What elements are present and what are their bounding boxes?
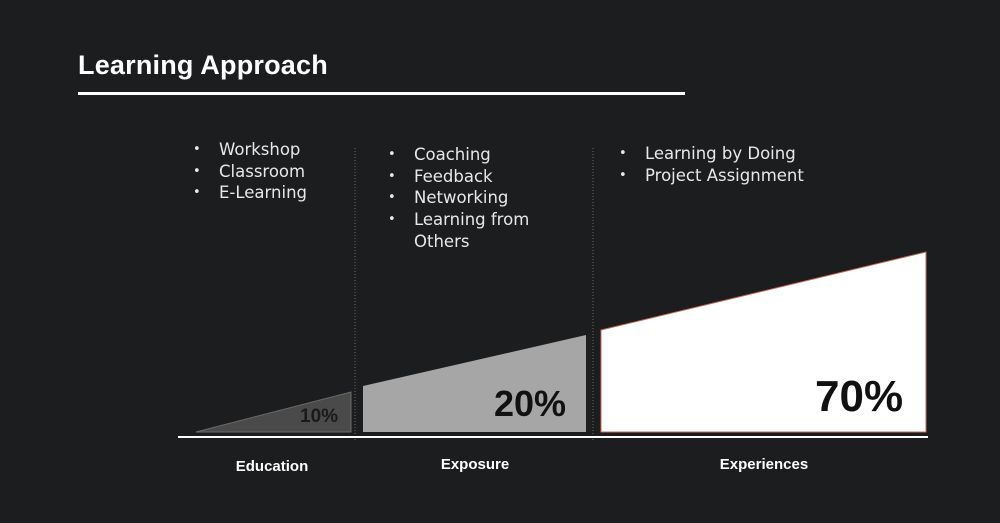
list-item: Learning from Others xyxy=(388,209,578,252)
list-item: Learning by Doing xyxy=(619,143,804,165)
list-item: Networking xyxy=(388,187,578,209)
list-item: E-Learning xyxy=(193,182,307,204)
list-item: Workshop xyxy=(193,139,307,161)
page-title: Learning Approach xyxy=(78,50,328,80)
education-percent: 10% xyxy=(300,406,339,427)
education-list: Workshop Classroom E-Learning xyxy=(193,139,307,204)
education-label: Education xyxy=(235,458,309,475)
experiences-list: Learning by Doing Project Assignment xyxy=(619,143,804,186)
list-item: Feedback xyxy=(388,166,578,188)
list-item: Coaching xyxy=(388,144,578,166)
experiences-percent: 70% xyxy=(815,372,904,421)
exposure-label: Exposure xyxy=(440,456,510,473)
exposure-list: Coaching Feedback Networking Learning fr… xyxy=(388,144,578,253)
exposure-wedge xyxy=(363,335,586,432)
title-underline xyxy=(78,92,685,95)
list-item: Project Assignment xyxy=(619,165,804,187)
experiences-wedge xyxy=(600,251,927,433)
exposure-percent: 20% xyxy=(494,383,567,424)
list-item: Classroom xyxy=(193,161,307,183)
experiences-label: Experiences xyxy=(719,456,809,473)
education-wedge xyxy=(195,391,352,433)
